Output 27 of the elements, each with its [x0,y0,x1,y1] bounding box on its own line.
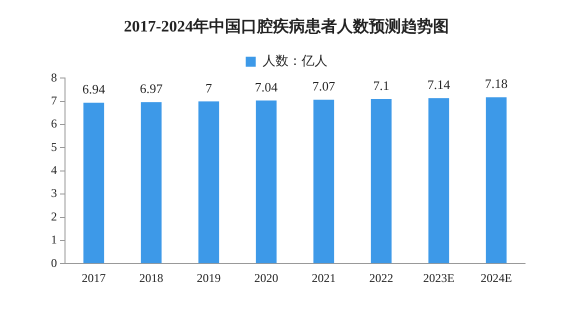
y-tick-label: 5 [51,140,57,154]
data-label: 7.14 [427,77,451,92]
x-tick-label: 2017 [82,270,106,285]
y-tick-label: 4 [51,163,57,178]
x-tick-label: 2022 [369,270,394,285]
data-label: 7.07 [312,78,336,94]
y-tick-label: 3 [51,186,57,200]
data-label: 6.94 [82,82,106,97]
y-tick-label: 8 [51,70,57,84]
y-tick-label: 7 [51,94,57,108]
legend-label: 人数：亿人 [262,53,328,68]
y-tick-label: 1 [51,232,57,247]
x-tick-label: 2024E [480,270,512,285]
x-tick-label: 2023E [423,270,454,285]
data-label: 7.18 [484,76,508,92]
x-tick-label: 2018 [139,270,164,285]
data-label: 7 [206,80,212,96]
y-tick-label: 0 [51,256,57,270]
x-tick-label: 2021 [312,270,336,285]
data-label: 6.97 [140,80,164,96]
data-label: 7.04 [254,79,278,94]
y-tick-label: 6 [51,116,57,131]
x-tick-label: 2019 [196,270,221,285]
y-tick-label: 2 [51,209,57,224]
x-tick-label: 2020 [254,270,278,285]
chart-title: 2017-2024年中国口腔疾病患者人数预测趋势图 [124,18,450,36]
data-label: 7.1 [373,78,390,93]
